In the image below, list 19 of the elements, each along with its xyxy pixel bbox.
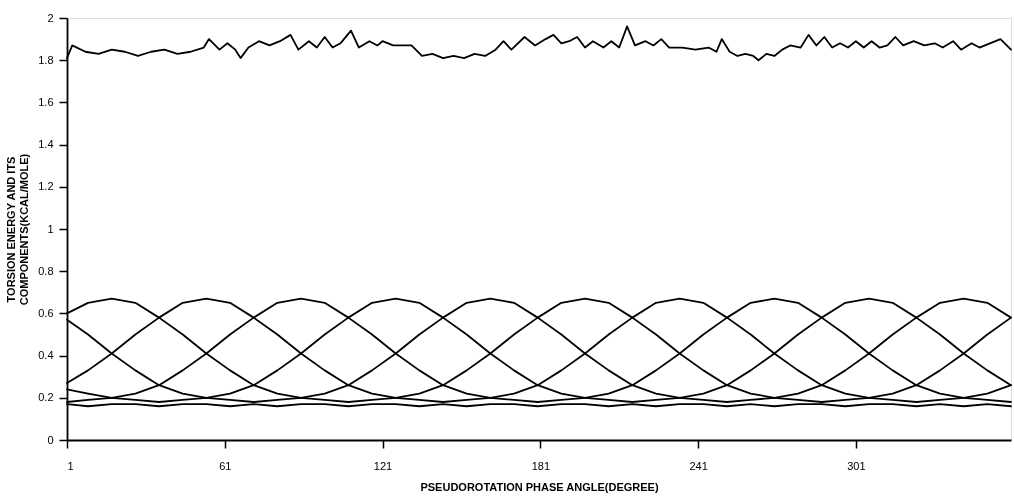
y-tick-label: 1.8 — [38, 53, 54, 66]
y-tick-label: 0.6 — [38, 306, 54, 319]
x-tick-label: 241 — [689, 459, 708, 472]
y-tick-label: 0.8 — [38, 264, 54, 277]
y-tick-label: 1.2 — [38, 180, 54, 193]
x-tick-label: 121 — [373, 459, 393, 472]
y-tick-label: 1.6 — [38, 95, 54, 108]
y-tick-label: 2 — [47, 11, 54, 24]
x-tick-label: 181 — [531, 459, 550, 472]
x-axis-title: PSEUDOROTATION PHASE ANGLE(DEGREE) — [420, 480, 659, 493]
y-tick-label: 0.2 — [38, 391, 54, 404]
x-tick-label: 1 — [67, 459, 74, 472]
y-tick-label: 0 — [47, 433, 54, 446]
y-tick-label: 0.4 — [38, 349, 54, 362]
y-tick-label: 1.4 — [38, 138, 54, 151]
y-tick-label: 1 — [47, 222, 54, 235]
y-axis-title: TORSION ENERGY AND ITS COMPONENTS(KCAL/MOLE) — [5, 153, 31, 306]
x-tick-label: 301 — [847, 459, 866, 472]
x-tick-label: 61 — [219, 459, 232, 472]
